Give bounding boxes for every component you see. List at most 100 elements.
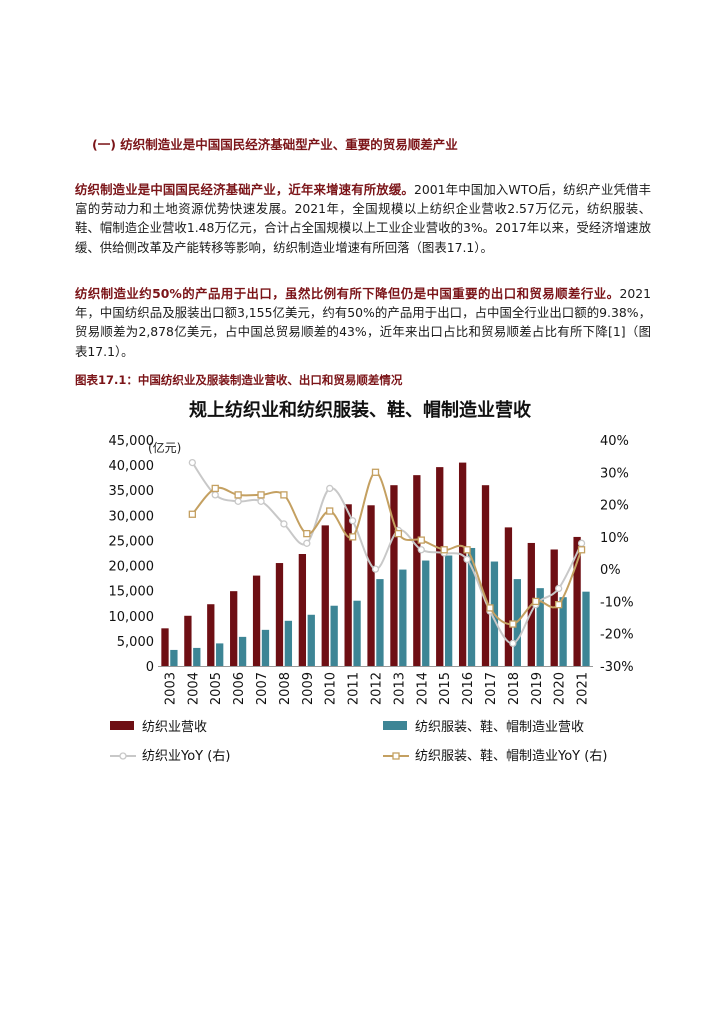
bar-apparel [376,579,384,666]
bar-textile [458,462,467,666]
right-tick-label: -30% [600,660,634,675]
apparel-yoy-point [394,529,403,538]
textile-yoy-point [371,565,380,573]
bar-apparel [261,629,270,666]
textile-yoy-point [509,639,517,648]
x-tick-label: 2011 [347,672,362,705]
paragraph-1: 纺织制造业是中国国民经济基础产业，近年来增速有所放缓。2001年中国加入WTO后… [75,180,651,257]
x-tick-label: 2007 [255,672,270,705]
apparel-yoy-point [577,546,586,554]
apparel-yoy-point [326,507,334,515]
bar-textile [252,575,261,666]
x-tick-label: 2019 [530,672,545,705]
apparel-yoy-line [191,471,583,626]
revenue-chart: 规上纺织业和纺织服装、鞋、帽制造业营收 (亿元)45,000 40,000 35,00… [109,399,634,764]
left-tick-label: 5,000 [117,635,154,650]
apparel-yoy-point [280,491,288,499]
bar-apparel [307,614,315,666]
legend-label-apparel: 纺织服装、鞋、帽制造业营收 [415,719,584,735]
x-tick-label: 2021 [576,672,591,705]
legend-label-textile: 纺织业营收 [142,720,207,735]
paragraph-2-lead: 纺织制造业约50%的产品用于出口，虽然比例有所下降但仍是中国重要的出口和贸易顺差… [75,286,620,301]
paragraph-2-body: 2021年，中国纺织品及服装出口额3,155亿美元，约有50%的产品用于出口，占… [75,286,651,359]
textile-yoy-point [577,539,586,547]
apparel-yoy-point [555,601,563,609]
right-tick-label: -10% [600,595,634,610]
bar-textile [298,554,307,666]
apparel-yoy-point [371,468,380,476]
bar-textile [573,536,581,666]
legend-label-apparel-yoy: 纺织服装、鞋、帽制造业YoY (右) [415,748,607,764]
paragraph-1-body: 2001年中国加入WTO后，纺织产业凭借丰富的劳动力和土地资源优势快速发展。20… [75,182,651,255]
figure-caption: 图表17.1：中国纺织业及服装制造业营收、出口和贸易顺差情况 [75,373,403,387]
left-tick-label: 0 [146,660,154,675]
textile-yoy-point [326,484,334,493]
x-tick-label: 2017 [484,672,499,705]
textile-yoy-point [211,491,219,499]
x-tick-label: 2018 [507,672,522,705]
left-tick-label: 45,000 [109,434,155,449]
apparel-yoy-point [509,620,517,628]
bar-textile [481,485,490,666]
bar-apparel [238,636,247,666]
x-tick-label: 2008 [278,672,293,705]
x-tick-label: 2013 [392,672,407,705]
textile-yoy-point [417,546,425,554]
textile-yoy-point [257,497,265,505]
x-tick-label: 2020 [553,672,568,705]
bar-textile [275,563,284,666]
bar-apparel [422,560,430,666]
apparel-yoy-point [257,491,265,499]
apparel-yoy-point [440,546,448,554]
legend-swatch-textile [110,721,134,730]
bar-apparel [467,547,476,666]
apparel-yoy-point [417,536,425,544]
textile-yoy-point [188,458,196,467]
apparel-yoy-point [188,510,196,518]
textile-yoy-point [280,520,288,528]
apparel-yoy-point [234,491,242,499]
chart-title: 规上纺织业和纺织服装、鞋、帽制造业营收 [189,399,531,421]
x-tick-label: 2004 [186,672,201,705]
right-tick-label: -20% [600,628,634,643]
apparel-yoy-point [463,546,471,554]
textile-yoy-point [348,517,357,525]
apparel-yoy-point [303,529,311,538]
left-tick-label: 15,000 [109,585,155,600]
x-tick-label: 2015 [438,672,453,705]
left-tick-label: 10,000 [109,610,155,625]
bar-apparel [330,605,338,666]
bar-apparel [353,600,361,666]
right-tick-label: 30% [600,466,629,481]
bar-textile [161,628,169,666]
legend-marker-apparel-yoy [392,752,400,760]
left-tick-label: 30,000 [109,509,155,524]
x-tick-label: 2006 [232,672,247,705]
textile-yoy-point [303,539,311,547]
textile-yoy-point [234,497,242,505]
left-axis-unit: (亿元) [148,440,181,455]
bar-textile [367,505,375,666]
bar-textile [413,475,421,666]
x-tick-label: 2005 [209,672,224,705]
x-tick-label: 2012 [370,672,385,705]
left-tick-label: 35,000 [109,484,155,499]
x-tick-label: 2014 [415,672,430,705]
bar-textile [344,504,352,666]
bar-textile [207,604,215,666]
bar-textile [321,525,329,666]
right-tick-label: 10% [600,531,629,546]
paragraph-1-lead: 纺织制造业是中国国民经济基础产业，近年来增速有所放缓。 [75,182,414,197]
textile-yoy-point [463,555,471,564]
x-tick-label: 2010 [324,672,339,705]
bar-apparel [536,588,544,666]
right-tick-label: 20% [600,499,629,514]
bar-apparel [559,597,567,666]
apparel-yoy-point [486,604,494,612]
x-tick-label: 2009 [301,672,316,705]
left-tick-label: 20,000 [109,560,155,575]
bar-apparel [399,569,407,666]
bar-apparel [582,591,590,666]
legend-marker-textile-yoy [119,752,127,760]
apparel-yoy-point [211,484,219,493]
